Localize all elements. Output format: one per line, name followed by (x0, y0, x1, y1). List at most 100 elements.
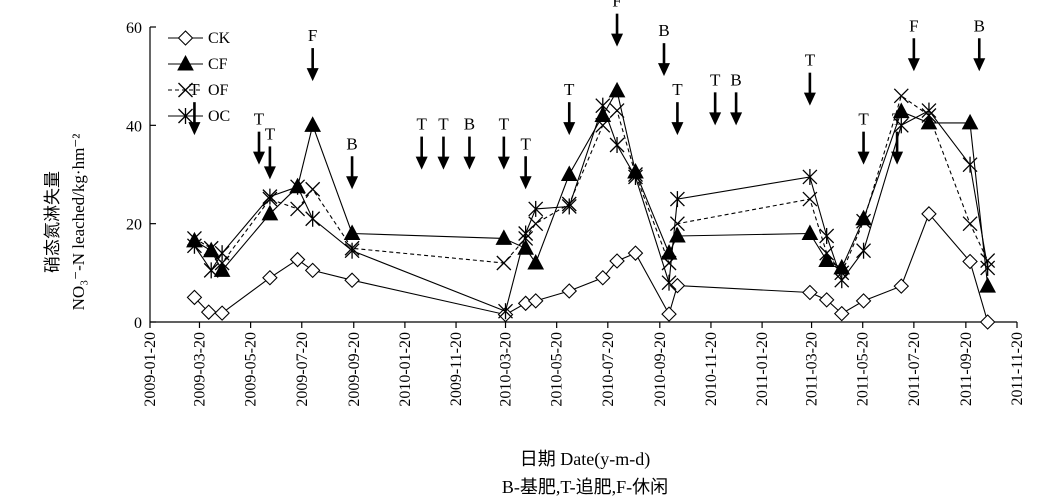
event-marker-t: T (188, 80, 201, 136)
x-tick-label: 2010-09-20 (652, 332, 669, 407)
data-point-ck (833, 305, 850, 322)
event-label: F (612, 0, 621, 11)
event-arrow-head (463, 156, 476, 170)
series-layer (186, 81, 996, 330)
data-point-oc (921, 102, 937, 119)
event-arrow-head (907, 58, 920, 72)
event-marker-b: B (730, 70, 743, 126)
x-tick-label: 2010-07-20 (600, 332, 617, 407)
data-point-ck (344, 272, 360, 288)
data-point-cf (660, 244, 678, 260)
data-point-of (609, 103, 625, 119)
data-point-oc (498, 303, 513, 320)
data-point-cf (801, 224, 819, 240)
event-label: T (438, 115, 449, 134)
legend-marker (178, 108, 193, 124)
data-point-oc (214, 245, 230, 262)
event-label: B (658, 21, 669, 40)
data-point-oc (893, 117, 909, 134)
event-arrow-head (973, 58, 986, 72)
event-marker-b: B (463, 115, 476, 170)
data-point-oc (980, 259, 996, 276)
data-point-cf (961, 113, 979, 130)
data-point-of (893, 88, 909, 104)
legend-item-cf: CF (168, 54, 228, 73)
x-tick-label: 2011-11-20 (1009, 332, 1026, 405)
data-point-oc (186, 237, 202, 254)
data-point-oc (628, 168, 643, 185)
event-marker-t: T (671, 80, 684, 136)
data-point-oc (561, 198, 577, 215)
data-point-cf (261, 204, 279, 221)
data-point-oc (834, 272, 850, 289)
event-arrow-head (263, 166, 276, 180)
event-label: T (564, 80, 575, 99)
data-point-ck (893, 278, 910, 294)
x-tick-label: 2011-07-20 (906, 332, 923, 406)
event-label: T (254, 110, 265, 129)
event-arrow-head (709, 112, 722, 126)
data-point-ck (561, 283, 578, 299)
data-point-of (203, 240, 219, 256)
legend-marker (177, 54, 194, 71)
data-point-ck (289, 251, 306, 268)
event-arrow-head (857, 151, 870, 165)
data-point-cf (560, 165, 578, 181)
data-point-ck (627, 245, 644, 261)
data-point-ck (802, 284, 818, 301)
data-point-oc (518, 225, 534, 242)
x-tick-label: 2010-03-20 (498, 332, 515, 407)
data-point-cf (818, 251, 835, 268)
event-label: T (265, 124, 276, 143)
event-marker-t: T (857, 110, 870, 165)
data-point-oc (661, 274, 677, 291)
event-marker-b: B (973, 16, 986, 72)
event-label: T (858, 110, 869, 129)
legend-label: CF (208, 56, 228, 73)
data-point-of (496, 255, 512, 271)
event-marker-t: T (709, 70, 722, 126)
event-label: B (974, 16, 985, 35)
event-arrow-head (891, 151, 904, 165)
data-point-ck (855, 293, 872, 309)
event-marker-t: T (563, 80, 576, 136)
legend-item-of: OF (168, 82, 229, 99)
data-point-oc (305, 210, 321, 227)
legend-marker (178, 82, 193, 98)
event-label: T (892, 110, 903, 129)
x-tick-label: 2010-05-20 (549, 332, 566, 407)
data-point-cf (527, 253, 545, 270)
event-label: B (464, 115, 475, 134)
data-point-oc (669, 191, 685, 208)
event-arrow-head (671, 122, 684, 136)
x-tick-label: 2009-11-20 (448, 332, 465, 406)
y-tick-label: 0 (134, 315, 142, 332)
data-point-ck (661, 306, 677, 322)
data-point-oc (262, 188, 278, 205)
data-point-oc (856, 242, 872, 259)
data-point-cf (495, 229, 513, 245)
event-marker-b: B (346, 134, 359, 190)
series-line-of (194, 94, 989, 274)
event-arrow-head (563, 122, 576, 136)
data-point-oc (203, 262, 219, 279)
y-axis-label-cn: 硝态氮淋失量 (43, 171, 62, 273)
data-point-ck (669, 277, 686, 294)
event-arrow-head (415, 156, 428, 170)
data-point-cf (855, 209, 872, 226)
event-label: F (308, 26, 317, 45)
x-tick-label: 2011-09-20 (958, 332, 975, 406)
event-arrow-head (306, 68, 319, 82)
data-point-cf (304, 116, 322, 132)
data-point-oc (819, 227, 835, 244)
event-legend-note: B-基肥,T-追肥,F-休闲 (502, 477, 668, 497)
data-point-ck (962, 253, 978, 270)
data-point-cf (669, 226, 686, 243)
event-marker-t: T (519, 134, 532, 190)
event-label: T (672, 80, 683, 99)
x-tick-label: 2011-03-20 (804, 332, 821, 406)
data-point-ck (214, 305, 230, 321)
event-marker-t: T (803, 51, 816, 106)
